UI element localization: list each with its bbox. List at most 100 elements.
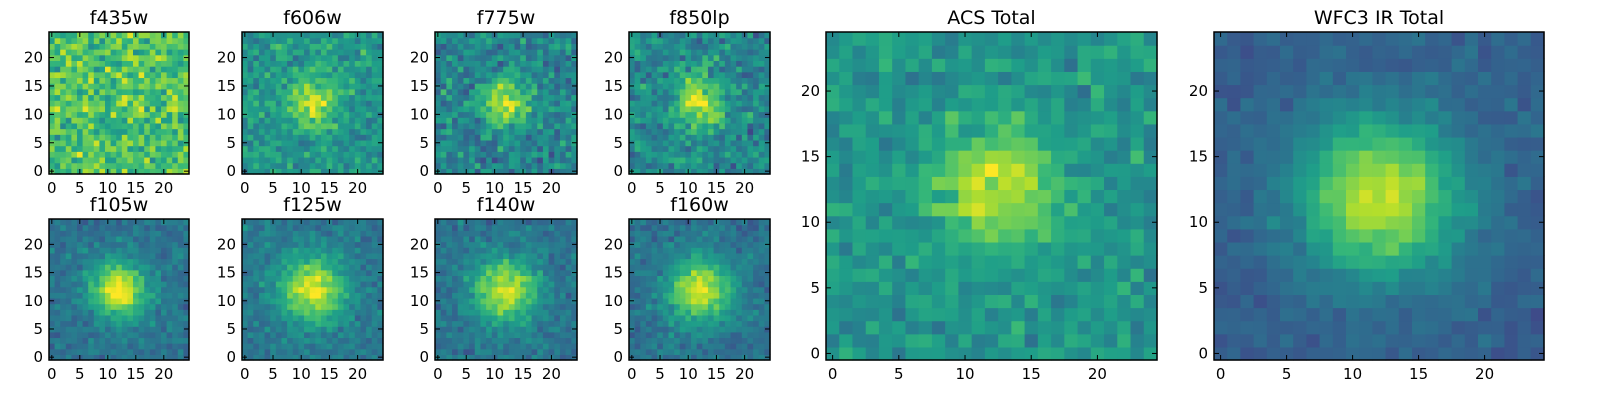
heatmap-cell — [177, 151, 184, 158]
heatmap-cell — [463, 145, 470, 152]
heatmap-cell — [520, 71, 527, 79]
heatmap-cell — [713, 309, 720, 316]
heatmap-cell — [343, 269, 350, 276]
heatmap-cell — [110, 297, 117, 305]
heatmap-cell — [691, 286, 698, 293]
heatmap-cell — [270, 122, 277, 130]
heatmap-cell — [730, 134, 737, 141]
heatmap-cell — [764, 60, 771, 67]
heatmap-cell — [640, 105, 647, 113]
heatmap-cell — [270, 94, 277, 101]
heatmap-cell — [571, 314, 578, 322]
heatmap-cell — [93, 269, 100, 276]
heatmap-cell — [645, 297, 653, 305]
heatmap-cell — [640, 77, 647, 84]
heatmap-cell — [138, 337, 145, 344]
heatmap-cell — [304, 230, 311, 237]
heatmap-cell — [525, 111, 533, 118]
heatmap-cell — [332, 151, 339, 158]
heatmap-cell — [264, 77, 271, 84]
heatmap-cell — [514, 343, 521, 350]
heatmap-cell — [758, 303, 765, 310]
heatmap-cell — [668, 156, 675, 164]
heatmap-cell — [65, 230, 72, 237]
heatmap-cell — [469, 134, 476, 141]
heatmap-cell — [326, 77, 333, 84]
heatmap-cell — [264, 309, 271, 316]
heatmap-cell — [54, 230, 61, 237]
heatmap-cell — [309, 60, 316, 67]
heatmap-cell — [166, 43, 173, 50]
heatmap-cell — [371, 105, 378, 113]
heatmap-cell — [741, 281, 749, 288]
heatmap-cell — [662, 303, 670, 310]
heatmap-cell — [121, 320, 128, 327]
heatmap-cell — [463, 43, 470, 50]
heatmap-cell — [315, 303, 322, 310]
heatmap-cell — [49, 145, 56, 152]
heatmap-cell — [753, 292, 760, 299]
heatmap-cell — [77, 348, 84, 355]
heatmap-cell — [281, 247, 288, 254]
heatmap-cell — [559, 235, 567, 243]
heatmap-cell — [440, 292, 447, 299]
heatmap-cell — [105, 151, 112, 158]
heatmap-cell — [247, 156, 254, 164]
heatmap-cell — [508, 111, 516, 118]
heatmap-cell — [287, 54, 294, 61]
heatmap-cell — [452, 314, 459, 322]
heatmap-cell — [645, 314, 653, 322]
heatmap-cell — [707, 162, 715, 169]
heatmap-cell — [105, 252, 112, 260]
y-tick-label: 20 — [24, 49, 43, 67]
heatmap-cell — [354, 247, 362, 254]
heatmap-cell — [713, 71, 720, 79]
heatmap-cell — [264, 32, 271, 39]
heatmap-cell — [662, 320, 670, 327]
heatmap-cell — [172, 100, 179, 107]
heatmap-cell — [480, 258, 487, 265]
heatmap-cell — [452, 247, 459, 254]
heatmap-cell — [691, 168, 698, 175]
heatmap-cell — [537, 224, 544, 231]
heatmap-cell — [332, 230, 339, 237]
heatmap-cell — [287, 156, 294, 164]
heatmap-cell — [719, 156, 726, 164]
heatmap-cell — [741, 43, 749, 50]
heatmap-cell — [691, 49, 698, 56]
heatmap-cell — [559, 122, 567, 130]
heatmap-cell — [99, 66, 106, 73]
heatmap-cell — [440, 168, 447, 175]
heatmap-cell — [531, 252, 538, 260]
y-tick-label: 15 — [410, 77, 429, 95]
heatmap-cell — [264, 151, 271, 158]
heatmap-cell — [105, 235, 112, 243]
heatmap-cell — [304, 286, 311, 293]
heatmap-cell — [685, 343, 692, 350]
heatmap-cell — [155, 122, 162, 130]
heatmap-cell — [435, 43, 442, 50]
heatmap-cell — [105, 241, 112, 248]
heatmap-cell — [565, 348, 572, 355]
heatmap-cell — [264, 105, 271, 113]
heatmap-cell — [474, 145, 482, 152]
heatmap-cell — [514, 122, 521, 130]
heatmap-cell — [258, 94, 266, 101]
heatmap-cell — [138, 235, 145, 243]
heatmap-cell — [537, 348, 544, 355]
heatmap-cell — [366, 230, 373, 237]
heatmap-cell — [679, 77, 686, 84]
heatmap-cell — [457, 354, 464, 361]
heatmap-cell — [65, 343, 72, 350]
heatmap-cell — [82, 168, 89, 175]
heatmap-cell — [474, 303, 482, 310]
heatmap-cell — [548, 303, 555, 310]
heatmap-cell — [326, 235, 333, 243]
heatmap-cell — [121, 269, 128, 276]
heatmap-cell — [315, 105, 322, 113]
heatmap-cell — [713, 139, 720, 147]
heatmap-cell — [497, 105, 504, 113]
heatmap-cell — [149, 37, 156, 44]
heatmap-cell — [657, 54, 664, 61]
heatmap-cell — [571, 258, 578, 265]
